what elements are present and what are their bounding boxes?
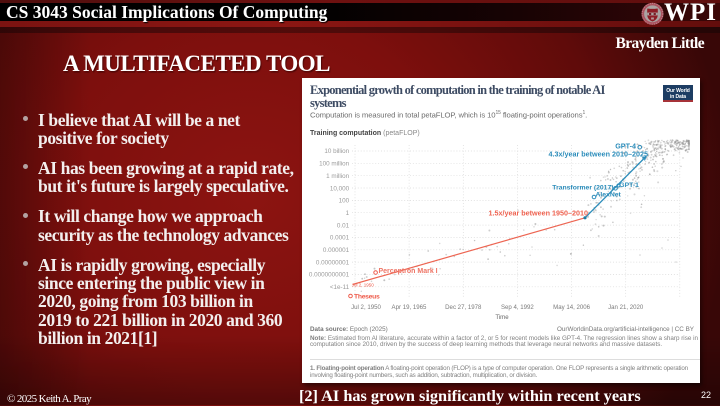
svg-text:Apr 19, 1965: Apr 19, 1965: [392, 304, 428, 311]
svg-text:Dec 27, 1978: Dec 27, 1978: [445, 304, 482, 311]
svg-text:Perceptron Mark I: Perceptron Mark I: [379, 268, 438, 275]
svg-text:0.0001: 0.0001: [330, 235, 350, 242]
svg-text:Jul 2, 1950: Jul 2, 1950: [351, 304, 381, 311]
svg-text:10,000: 10,000: [330, 185, 350, 192]
svg-text:1.5x/year between 1950–2010: 1.5x/year between 1950–2010: [488, 209, 588, 218]
svg-text:Jan 21, 2020: Jan 21, 2020: [608, 304, 644, 311]
svg-text:<1e-11: <1e-11: [330, 284, 350, 291]
svg-text:100: 100: [339, 198, 350, 205]
svg-text:0.000001: 0.000001: [323, 247, 350, 254]
svg-text:GPT-1: GPT-1: [619, 182, 639, 189]
svg-text:Transformer (2017): Transformer (2017): [552, 184, 613, 191]
svg-text:0.0000000001: 0.0000000001: [309, 272, 350, 279]
svg-text:Time: Time: [495, 314, 509, 321]
svg-text:Sep 4, 1992: Sep 4, 1992: [501, 304, 534, 311]
svg-text:100 million: 100 million: [319, 161, 350, 168]
svg-text:1 million: 1 million: [326, 173, 350, 180]
svg-text:AlexNet: AlexNet: [596, 192, 622, 199]
svg-text:Theseus: Theseus: [354, 294, 380, 301]
svg-text:0.00000001: 0.00000001: [316, 259, 350, 266]
svg-text:1: 1: [346, 210, 350, 217]
svg-text:10 billion: 10 billion: [324, 148, 349, 155]
svg-text:0.01: 0.01: [337, 222, 350, 229]
svg-text:GPT-4: GPT-4: [615, 142, 636, 151]
svg-text:Jul 2, 1950: Jul 2, 1950: [352, 283, 375, 288]
svg-text:4.3x/year between 2010–2025: 4.3x/year between 2010–2025: [548, 150, 648, 159]
svg-text:May 14, 2006: May 14, 2006: [553, 304, 591, 311]
